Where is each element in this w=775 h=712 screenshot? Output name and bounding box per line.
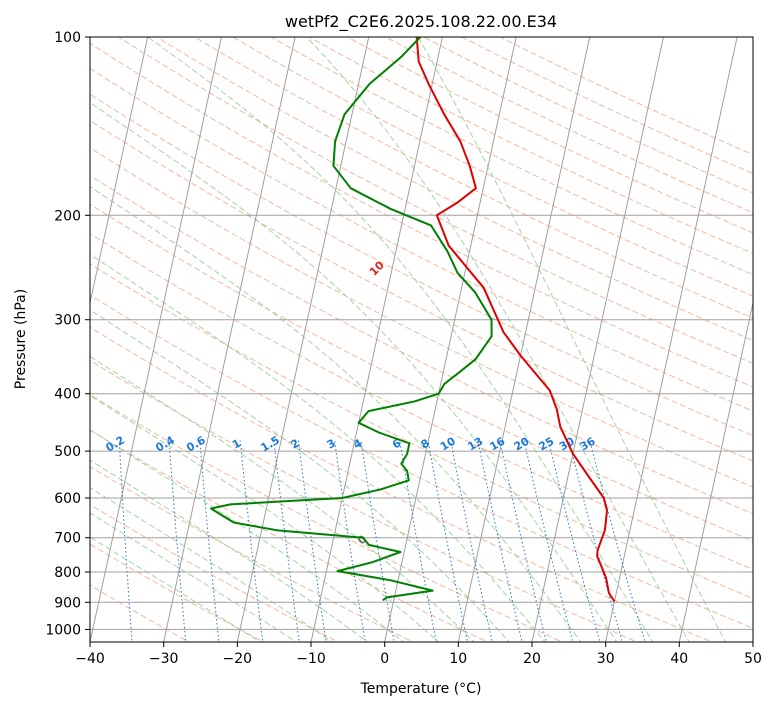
moist-adiabat-line [0,24,547,645]
dry-adiabat-line [436,24,775,645]
isotherm-label: 10 [367,258,387,278]
dry-adiabat-line [0,24,775,645]
dry-adiabat-line [0,24,268,645]
moist-adiabat-line [0,24,406,645]
chart-title: wetPf2_C2E6.2025.108.22.00.E34 [285,12,557,32]
dry-adiabat-line [0,24,643,645]
moist-adiabat-line [0,24,264,645]
dry-adiabat-line [98,24,775,645]
isotherm-line [458,24,593,645]
x-tick-label: −30 [149,651,179,667]
x-axis-label: Temperature (°C) [360,681,482,697]
mixing-ratio-line [119,441,132,645]
dry-adiabat-line [136,24,775,645]
dry-adiabat-line [361,24,775,645]
mixing-ratio-line [169,441,186,645]
y-tick-label: 800 [54,565,81,581]
mixing-ratio-line [274,441,300,645]
mixing-ratio-line [451,441,493,645]
isotherm-line [532,24,667,645]
y-tick-label: 100 [54,30,81,46]
dry-adiabat-line [0,24,343,645]
dry-adiabat-line [0,24,775,645]
isotherm-line [311,24,446,645]
dry-adiabat-line [211,24,775,645]
y-tick-label: 500 [54,444,81,460]
y-tick-label: 700 [54,531,81,547]
isotherm-line [16,24,151,645]
x-tick-label: −20 [223,651,253,667]
y-tick-label: 900 [54,595,81,611]
y-tick-label: 600 [54,491,81,507]
moist-adiabat-line [0,24,512,645]
mixing-ratio-line [299,441,327,645]
isotherm-line [384,24,519,645]
x-tick-label: 40 [670,651,688,667]
dry-adiabat-line [0,24,775,645]
mixing-ratio-label: 8 [419,437,432,452]
y-tick-label: 200 [54,208,81,224]
isotherm-line [90,24,225,645]
dry-adiabat-line [0,24,775,645]
mixing-ratio-line [428,441,468,645]
moist-adiabat-line [0,24,300,645]
x-tick-label: 30 [597,651,615,667]
moist-adiabat-line [0,24,371,645]
isotherm-line [753,24,775,645]
isotherm-line [163,24,298,645]
y-tick-label: 400 [54,387,81,403]
dry-adiabat-line [0,24,418,645]
dry-adiabat-line [0,24,775,645]
dry-adiabat-line [474,24,775,645]
isotherm-line [679,24,775,645]
x-tick-label: 10 [449,651,467,667]
y-axis-label: Pressure (hPa) [13,289,29,389]
dry-adiabat-line [286,24,775,645]
background-lines [0,24,775,645]
y-tick-label: 300 [54,313,81,329]
x-tick-label: 20 [523,651,541,667]
mixing-ratio-line [400,441,437,645]
dry-adiabat-line [0,24,775,645]
moist-adiabat-line [410,24,727,645]
x-tick-label: 50 [744,651,762,667]
x-tick-label: −40 [75,651,105,667]
isotherm-line [0,24,3,645]
dry-adiabat-line [0,24,718,645]
y-tick-label: 1000 [45,622,81,638]
dry-adiabat-line [0,24,568,645]
dry-adiabat-line [399,24,775,645]
isotherm-label: 0 [355,532,370,547]
mixing-ratio-line [569,441,623,645]
isotherm-line [0,24,77,645]
dry-adiabat-line [0,24,775,645]
mixing-ratio-line [500,441,547,645]
moist-adiabat-line [0,24,582,645]
x-tick-label: 0 [380,651,389,667]
x-tick-label: −10 [296,651,326,667]
dry-adiabat-line [0,24,775,645]
